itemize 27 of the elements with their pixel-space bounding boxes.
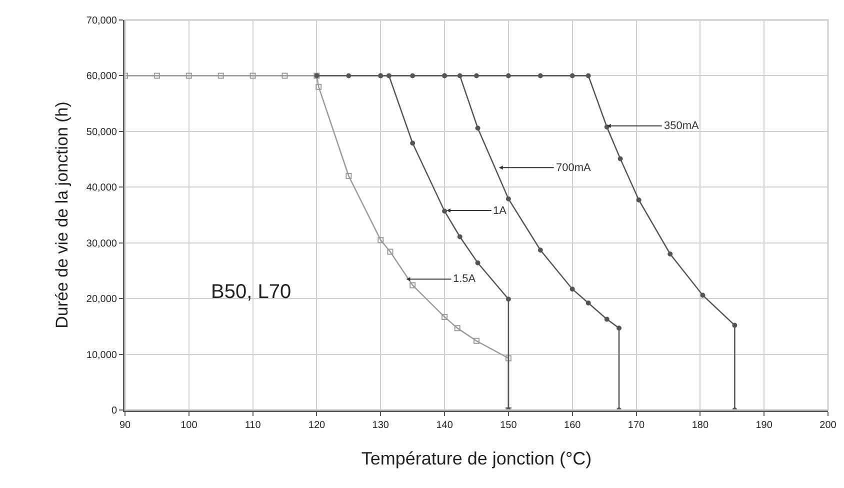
- x-tick-label: 140: [436, 420, 454, 431]
- x-tick-label: 170: [628, 420, 646, 431]
- annotation: 350mA: [664, 120, 700, 132]
- x-tick-label: 90: [119, 420, 131, 431]
- annotation: B50, L70: [211, 281, 292, 303]
- x-tick-label: 120: [308, 420, 326, 431]
- x-tick-label: 190: [756, 420, 773, 431]
- y-tick-label: 50,000: [86, 126, 118, 138]
- x-tick-label: 180: [692, 420, 709, 431]
- y-tick-label: 70,000: [86, 16, 118, 26]
- x-tick-label: 110: [244, 420, 262, 431]
- x-tick-label: 200: [820, 420, 837, 431]
- annotation: 1A: [493, 205, 508, 217]
- annotation: 1.5A: [453, 273, 476, 285]
- y-tick-label: 40,000: [86, 182, 118, 194]
- annotation: 700mA: [556, 162, 592, 174]
- y-axis-title: Durée de vie de la jonction (h): [52, 102, 72, 328]
- y-tick-label: 30,000: [86, 238, 118, 250]
- y-tick-label: 20,000: [86, 294, 118, 306]
- x-tick-label: 130: [372, 420, 390, 431]
- x-axis-title: Température de jonction (°C): [361, 448, 592, 469]
- y-tick-label: 60,000: [86, 71, 118, 82]
- y-tick-label: 0: [111, 406, 118, 416]
- x-tick-label: 100: [180, 420, 198, 431]
- y-tick-label: 10,000: [86, 350, 118, 361]
- x-tick-label: 160: [564, 420, 582, 431]
- x-tick-label: 150: [500, 420, 518, 431]
